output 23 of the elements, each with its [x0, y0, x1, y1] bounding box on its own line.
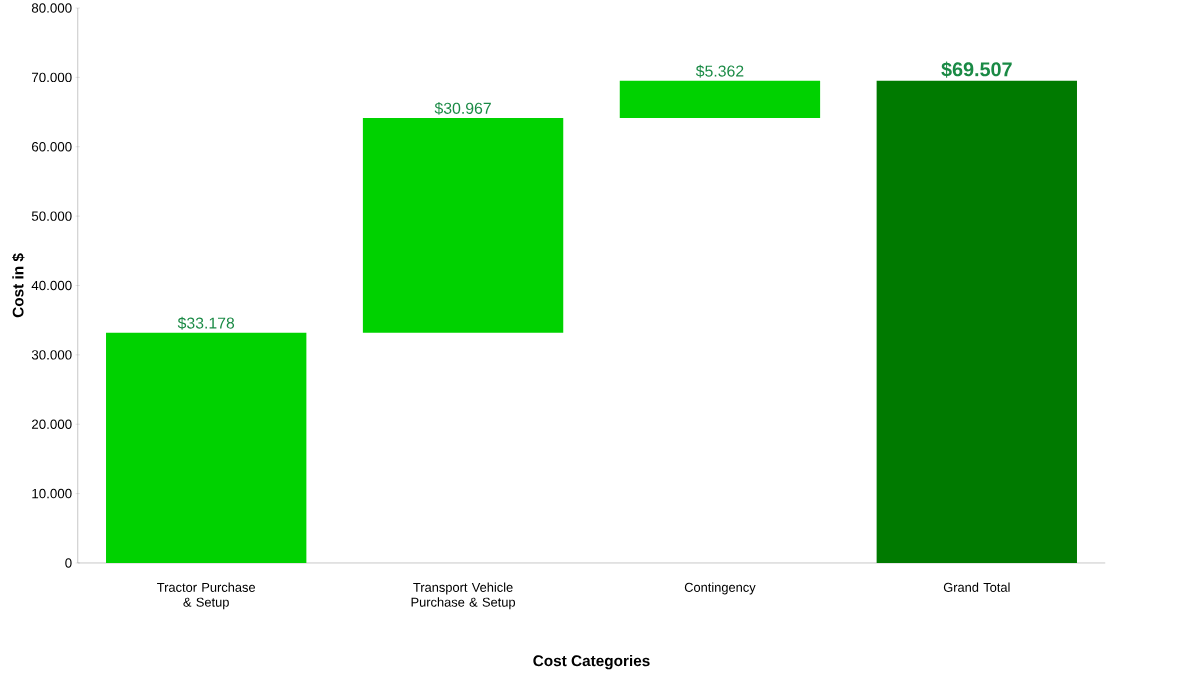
x-tick-label: Tractor Purchase & Setup [157, 582, 256, 610]
y-tick-label: 80.000 [31, 3, 72, 13]
x-axis-title: Cost Categories [533, 655, 650, 670]
bar [619, 81, 821, 119]
bar [106, 333, 307, 564]
y-tick-label: 70.000 [32, 72, 72, 83]
data-label: $30.967 [434, 102, 491, 116]
data-label: $5.362 [695, 65, 744, 78]
y-tick-label: 0 [65, 558, 72, 568]
bar [876, 81, 1077, 564]
y-tick-label: 60.000 [32, 142, 72, 152]
data-label: $69.507 [941, 61, 1012, 78]
x-tick-label: Transport Vehicle Purchase & Setup [411, 582, 516, 610]
data-label: $33.178 [177, 317, 235, 330]
x-tick-label: Contingency [684, 582, 756, 595]
y-tick-label: 30.000 [31, 350, 72, 360]
y-tick-label: 20.000 [31, 419, 72, 430]
bar [362, 118, 564, 334]
y-axis-title: Cost in $ [12, 253, 25, 318]
y-tick-label: 10.000 [32, 489, 72, 499]
y-tick-label: 40.000 [31, 280, 72, 291]
x-tick-label: Grand Total [943, 582, 1010, 593]
y-tick-label: 50.000 [31, 211, 72, 222]
